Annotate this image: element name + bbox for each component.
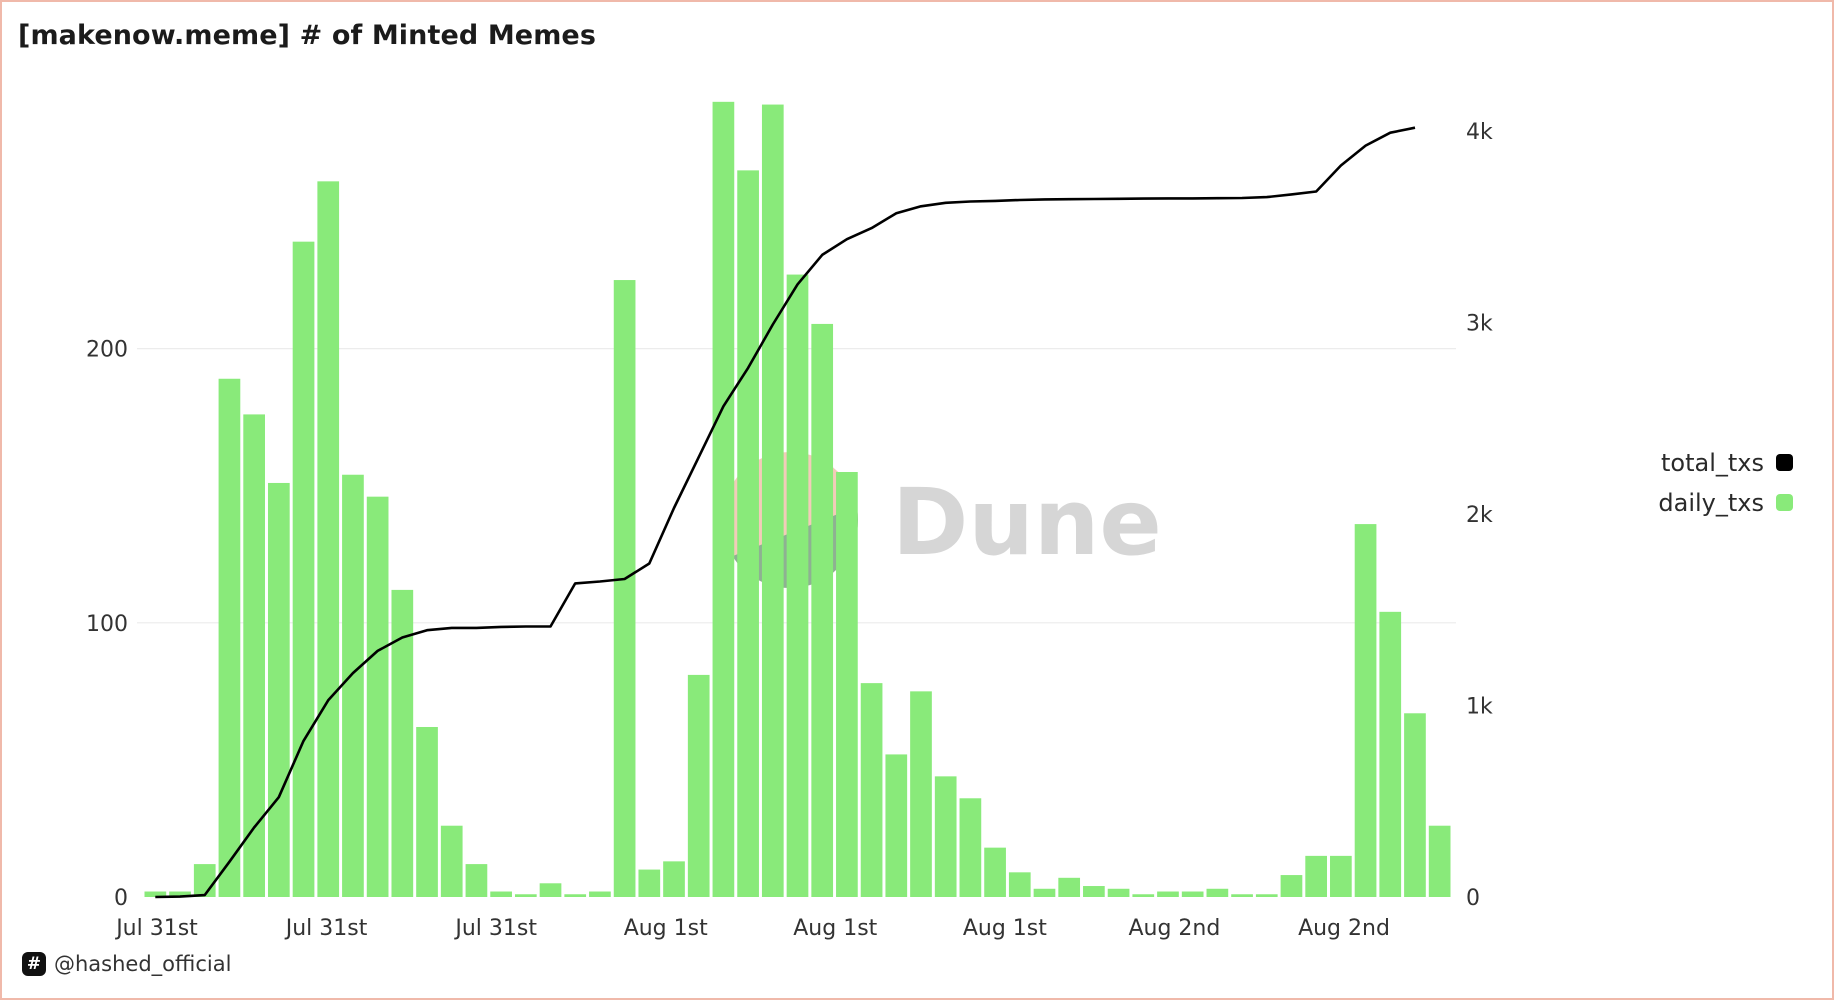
bar-daily-txs-15 xyxy=(514,894,537,897)
bar-daily-txs-34 xyxy=(984,847,1006,897)
bar-series-daily-txs xyxy=(144,101,1451,898)
y-left-tick-label: 100 xyxy=(86,612,128,637)
bar-daily-txs-35 xyxy=(1008,872,1031,897)
bar-daily-txs-17 xyxy=(564,894,587,897)
bar-daily-txs-12 xyxy=(440,825,463,897)
bar-daily-txs-24 xyxy=(737,170,759,897)
x-tick-label: Aug 2nd xyxy=(1298,916,1390,941)
bar-daily-txs-20 xyxy=(638,869,661,897)
footer-handle: @hashed_official xyxy=(54,952,232,976)
bar-daily-txs-26 xyxy=(786,274,809,897)
y-right-tick-label: 0 xyxy=(1466,886,1480,911)
bar-daily-txs-46 xyxy=(1280,875,1303,897)
bar-daily-txs-3 xyxy=(218,378,241,898)
y-right-tick-label: 3k xyxy=(1466,311,1493,336)
bar-daily-txs-5 xyxy=(267,482,290,897)
bar-daily-txs-23 xyxy=(712,101,735,897)
bar-daily-txs-25 xyxy=(761,104,784,897)
line-series-total-txs xyxy=(155,126,1416,899)
x-tick-label: Aug 1st xyxy=(793,916,877,941)
bar-daily-txs-28 xyxy=(836,471,858,897)
x-tick-label: Aug 1st xyxy=(624,916,708,941)
bar-daily-txs-30 xyxy=(885,754,908,897)
bar-daily-txs-40 xyxy=(1132,894,1155,897)
bar-daily-txs-29 xyxy=(860,683,883,897)
y-axis-right-ticks: 0 1k 2k 3k 4k xyxy=(1466,120,1493,911)
bar-daily-txs-21 xyxy=(663,861,685,897)
legend: total_txs daily_txs xyxy=(1658,449,1793,517)
legend-label-total_txs: total_txs xyxy=(1661,449,1764,477)
bar-daily-txs-48 xyxy=(1330,855,1352,897)
legend-label-daily_txs: daily_txs xyxy=(1658,489,1764,517)
bar-daily-txs-47 xyxy=(1305,855,1328,897)
bar-daily-txs-22 xyxy=(687,674,710,897)
y-axis-left-ticks: 0 100 200 xyxy=(86,338,128,911)
bar-daily-txs-4 xyxy=(243,414,265,897)
y-left-tick-label: 0 xyxy=(114,886,128,911)
y-right-tick-label: 2k xyxy=(1466,503,1493,528)
y-right-tick-label: 1k xyxy=(1466,694,1493,719)
bar-daily-txs-11 xyxy=(416,726,438,897)
bar-daily-txs-9 xyxy=(366,496,389,897)
bar-daily-txs-45 xyxy=(1255,894,1278,897)
bar-daily-txs-8 xyxy=(342,474,364,897)
legend-swatch-total_txs xyxy=(1776,454,1793,471)
bar-daily-txs-16 xyxy=(539,883,562,897)
y-left-tick-label: 200 xyxy=(86,338,128,363)
bar-daily-txs-32 xyxy=(934,776,957,897)
x-tick-label: Aug 1st xyxy=(963,916,1047,941)
bar-daily-txs-42 xyxy=(1181,891,1204,897)
bar-daily-txs-49 xyxy=(1354,524,1377,897)
bar-daily-txs-2 xyxy=(193,864,216,897)
bar-daily-txs-36 xyxy=(1033,888,1056,897)
x-axis-ticks: Jul 31st Jul 31st Jul 31st Aug 1st Aug 1st Au… xyxy=(114,916,1390,941)
x-tick-label: Jul 31st xyxy=(114,916,198,941)
bar-daily-txs-13 xyxy=(465,864,488,897)
bar-daily-txs-0 xyxy=(144,891,167,897)
bar-daily-txs-50 xyxy=(1379,611,1402,897)
bar-daily-txs-27 xyxy=(811,323,834,897)
bar-daily-txs-6 xyxy=(292,241,315,898)
bar-daily-txs-37 xyxy=(1058,877,1081,897)
bar-daily-txs-52 xyxy=(1428,825,1451,897)
bar-daily-txs-38 xyxy=(1083,886,1105,897)
bar-daily-txs-10 xyxy=(391,589,414,897)
y-right-tick-label: 4k xyxy=(1466,120,1493,145)
x-tick-label: Jul 31st xyxy=(453,916,537,941)
dune-watermark: Dune xyxy=(722,452,1162,588)
bar-daily-txs-43 xyxy=(1206,888,1229,897)
x-tick-label: Aug 2nd xyxy=(1128,916,1220,941)
legend-swatch-daily_txs xyxy=(1776,494,1793,511)
bar-daily-txs-14 xyxy=(490,891,512,897)
watermark-label: Dune xyxy=(892,469,1162,576)
bar-daily-txs-33 xyxy=(959,798,982,897)
footer-attribution: # @hashed_official xyxy=(22,952,231,976)
bar-daily-txs-41 xyxy=(1157,891,1179,897)
bar-daily-txs-7 xyxy=(317,181,340,897)
hash-logo-icon: # xyxy=(22,952,46,976)
chart-title: [makenow.meme] # of Minted Memes xyxy=(18,20,597,51)
bar-daily-txs-31 xyxy=(910,691,932,897)
bar-daily-txs-39 xyxy=(1107,888,1130,897)
bar-daily-txs-51 xyxy=(1404,713,1426,897)
bar-daily-txs-18 xyxy=(589,891,611,897)
bar-daily-txs-19 xyxy=(613,280,636,897)
x-tick-label: Jul 31st xyxy=(284,916,368,941)
bar-daily-txs-44 xyxy=(1231,894,1253,897)
bar-daily-txs-1 xyxy=(169,891,191,897)
